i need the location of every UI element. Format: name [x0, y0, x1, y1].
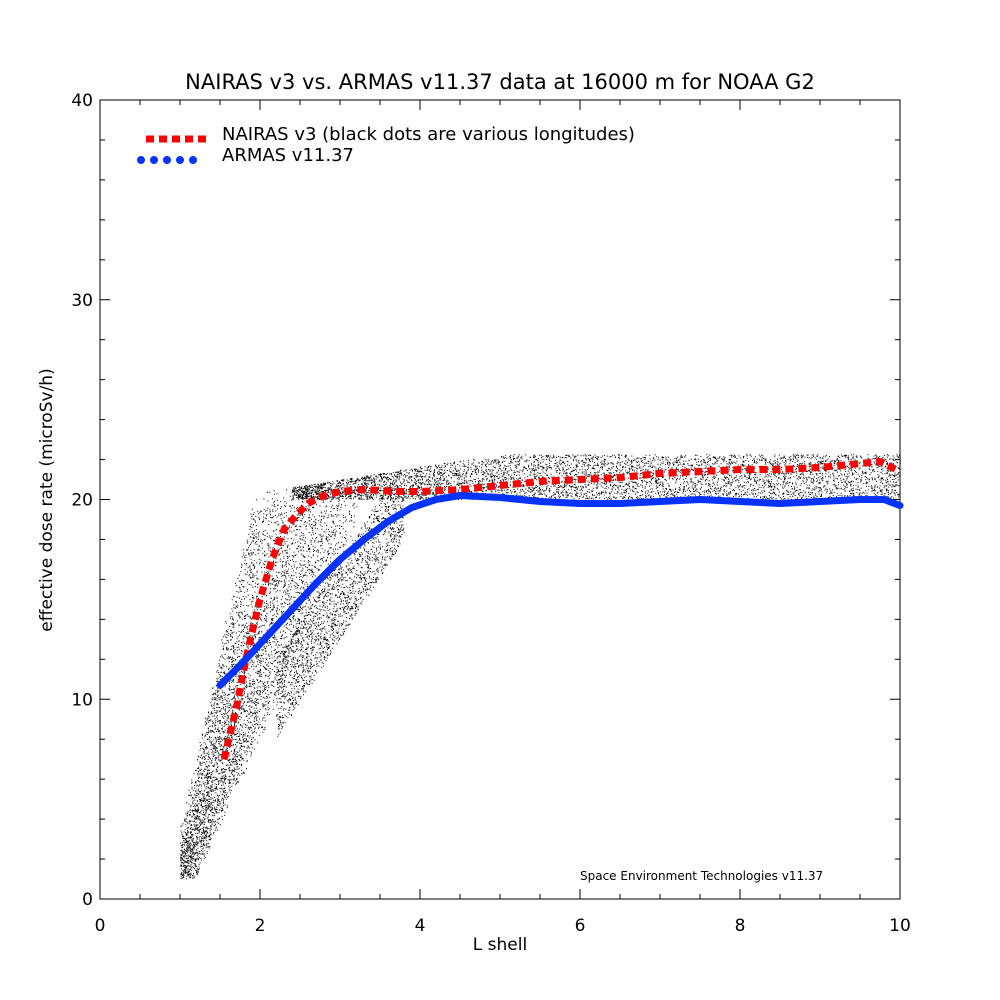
y-tick-label: 40: [71, 91, 93, 111]
y-tick-label: 0: [82, 890, 93, 910]
axis-tick-labels: 0 2 4 6 8 10 0 10 20 30 40: [71, 91, 910, 936]
legend-label-nairas: NAIRAS v3 (black dots are various longit…: [222, 124, 635, 145]
series-line-nairas: [220, 458, 902, 761]
axis-ticks: [99, 99, 901, 900]
x-tick-label: 6: [575, 916, 586, 936]
x-tick-label: 10: [889, 916, 911, 936]
y-axis-label: effective dose rate (microSv/h): [37, 368, 57, 631]
series-lines: [216, 458, 904, 761]
x-axis-label: L shell: [473, 935, 527, 955]
chart-title: NAIRAS v3 vs. ARMAS v11.37 data at 16000…: [185, 70, 815, 94]
scatter-dots: [180, 454, 901, 880]
y-tick-label: 30: [71, 291, 93, 311]
legend: NAIRAS v3 (black dots are various longit…: [137, 124, 635, 166]
x-tick-label: 0: [95, 916, 106, 936]
x-tick-label: 8: [735, 916, 746, 936]
x-tick-label: 4: [415, 916, 426, 936]
credit-annotation: Space Environment Technologies v11.37: [580, 869, 823, 883]
legend-label-armas: ARMAS v11.37: [222, 145, 354, 166]
y-tick-label: 10: [71, 690, 93, 710]
y-tick-label: 20: [71, 491, 93, 511]
series-line-armas: [216, 492, 904, 689]
scatter-cloud: [180, 454, 901, 880]
x-tick-label: 2: [255, 916, 266, 936]
